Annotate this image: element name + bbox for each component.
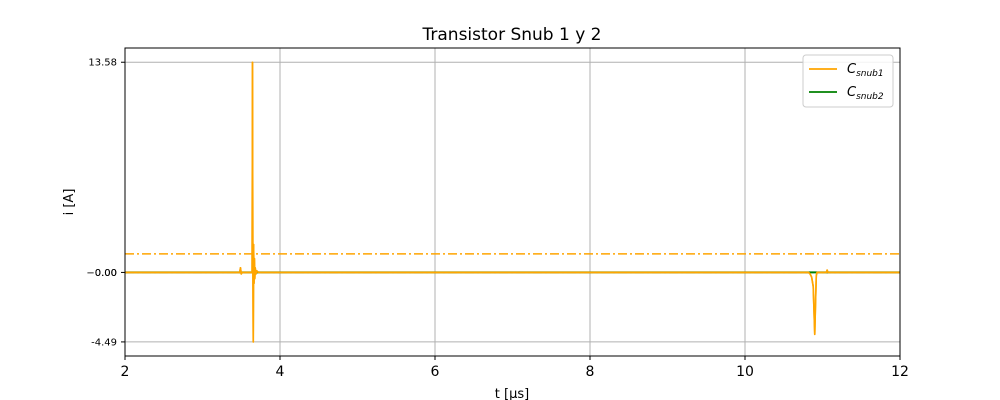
- y-ticks: 13.58 0.00 -4.49 −0.00: [86, 58, 125, 348]
- y-axis-label: i [A]: [62, 189, 77, 216]
- x-tick-label-2: 6: [431, 364, 440, 380]
- legend: Csnub1 Csnub2: [802, 54, 894, 108]
- legend-label-snub2: Csnub2: [847, 85, 884, 102]
- chart-title: Transistor Snub 1 y 2: [422, 25, 602, 45]
- x-tick-label-4: 10: [736, 364, 754, 380]
- y-tick-label-overlay: −0.00: [86, 268, 117, 279]
- legend-frame: [802, 54, 894, 108]
- x-tick-label-5: 12: [891, 364, 909, 380]
- legend-label-snub1: Csnub1: [847, 62, 884, 79]
- series-line-snub1-overlay: [125, 61, 900, 343]
- x-tick-label-0: 2: [121, 364, 130, 380]
- series-layer: [125, 61, 900, 343]
- grid: [124, 48, 901, 356]
- x-axis-label: t [μs]: [495, 387, 529, 400]
- y-tick-label-2: -4.49: [91, 337, 117, 348]
- x-tick-label-3: 8: [586, 364, 595, 380]
- y-tick-label-1: 0.00: [95, 268, 117, 279]
- x-tick-label-1: 4: [276, 364, 285, 380]
- x-ticks: 2 4 6 8 10 12: [121, 356, 909, 380]
- series-line-snub1: [125, 61, 900, 343]
- y-tick-label-0: 13.58: [88, 58, 117, 69]
- plot-frame: [124, 47, 901, 357]
